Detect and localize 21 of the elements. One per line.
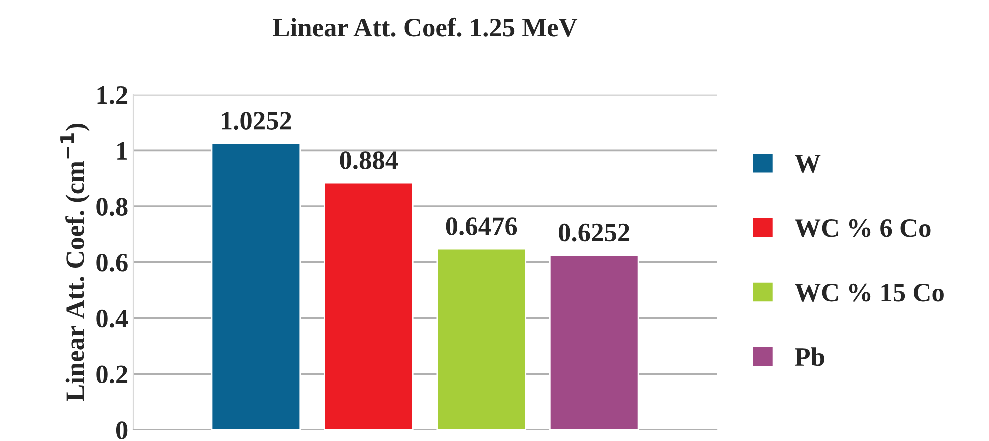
- legend-label: Pb: [795, 348, 824, 366]
- y-tick-label: 1.2: [98, 86, 128, 104]
- y-tick-label: 0.2: [96, 366, 128, 384]
- legend-label: W: [795, 155, 821, 173]
- y-tick-label: 0.6: [96, 254, 128, 272]
- bar: [324, 182, 414, 430]
- y-tick-label: 1: [118, 142, 128, 160]
- legend-label: WC % 6 Co: [795, 219, 931, 238]
- data-label: 1.0252: [222, 112, 292, 130]
- y-tick-label: 0: [116, 422, 128, 440]
- y-tick-label: 0.8: [96, 198, 128, 216]
- data-label: 0.6476: [446, 218, 518, 236]
- bar: [549, 254, 640, 430]
- y-axis-title: Linear Att. Coef. (cm$^{−1}$): [60, 124, 90, 402]
- bar: [436, 248, 527, 430]
- bar: [211, 142, 302, 430]
- chart-title: Linear Att. Coef. 1.25 MeV: [273, 18, 578, 37]
- y-tick-label: 0.4: [96, 310, 128, 328]
- data-label: 0.6252: [559, 224, 630, 242]
- legend-label: WC % 15 Co: [795, 284, 944, 302]
- data-label: 0.884: [340, 152, 398, 170]
